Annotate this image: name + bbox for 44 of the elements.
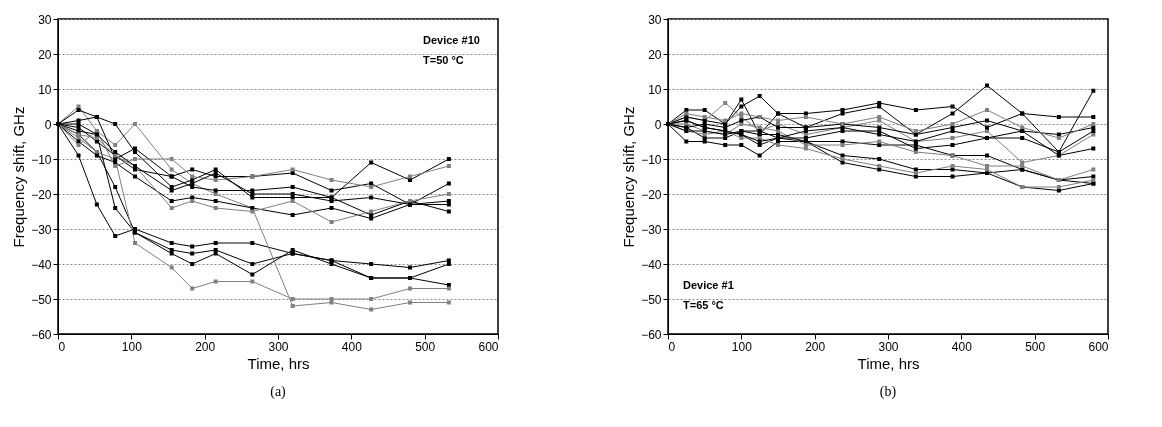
x-tick-label: 100 bbox=[731, 339, 753, 354]
text: (a) bbox=[270, 384, 287, 400]
y-tick-label: −20 bbox=[31, 187, 52, 202]
annotation: T=65 °C bbox=[683, 299, 724, 311]
x-tick-label: 300 bbox=[268, 339, 289, 354]
y-tick-label: −60 bbox=[641, 327, 662, 342]
x-tick-label: 200 bbox=[805, 339, 826, 354]
y-tick-label: 20 bbox=[38, 47, 52, 62]
y-tick-label: 10 bbox=[38, 82, 52, 97]
y-axis-title: Frequency shift, GHz bbox=[10, 106, 28, 248]
y-tick-label: −40 bbox=[641, 257, 662, 272]
y-tick-label: −30 bbox=[31, 222, 52, 237]
y-tick-label: −60 bbox=[31, 327, 52, 342]
y-tick-label: −50 bbox=[641, 292, 662, 307]
annotation: Device #1 bbox=[683, 279, 734, 291]
x-tick-label: 0 bbox=[668, 339, 676, 354]
text: (b) bbox=[879, 384, 897, 400]
annotation: T=50 °C bbox=[423, 54, 464, 66]
y-tick-label: −10 bbox=[641, 152, 662, 167]
x-tick-label: 500 bbox=[415, 339, 436, 354]
x-tick-label: 100 bbox=[121, 339, 143, 354]
y-tick-label: −40 bbox=[31, 257, 52, 272]
x-tick-label: 0 bbox=[58, 339, 66, 354]
y-tick-label: 0 bbox=[654, 117, 662, 132]
x-tick-label: 200 bbox=[195, 339, 216, 354]
x-tick-label: 400 bbox=[951, 339, 973, 354]
x-tick-label: 500 bbox=[1025, 339, 1046, 354]
x-axis-title: Time, hrs bbox=[857, 354, 920, 372]
y-tick-label: 20 bbox=[648, 47, 662, 62]
y-tick-label: 10 bbox=[648, 82, 662, 97]
annotation: Device #10 bbox=[423, 34, 480, 46]
y-axis-title: Frequency shift, GHz bbox=[620, 106, 638, 248]
y-tick-label: 30 bbox=[38, 12, 52, 27]
x-axis-title: Time, hrs bbox=[247, 354, 310, 372]
x-tick-label: 400 bbox=[341, 339, 363, 354]
y-tick-label: 0 bbox=[44, 117, 52, 132]
y-tick-label: 30 bbox=[648, 12, 662, 27]
x-tick-label: 600 bbox=[1088, 339, 1109, 354]
y-tick-label: −20 bbox=[641, 187, 662, 202]
x-tick-label: 600 bbox=[478, 339, 499, 354]
x-tick-label: 300 bbox=[878, 339, 899, 354]
y-tick-label: −30 bbox=[641, 222, 662, 237]
y-tick-label: −10 bbox=[31, 152, 52, 167]
y-tick-label: −50 bbox=[31, 292, 52, 307]
